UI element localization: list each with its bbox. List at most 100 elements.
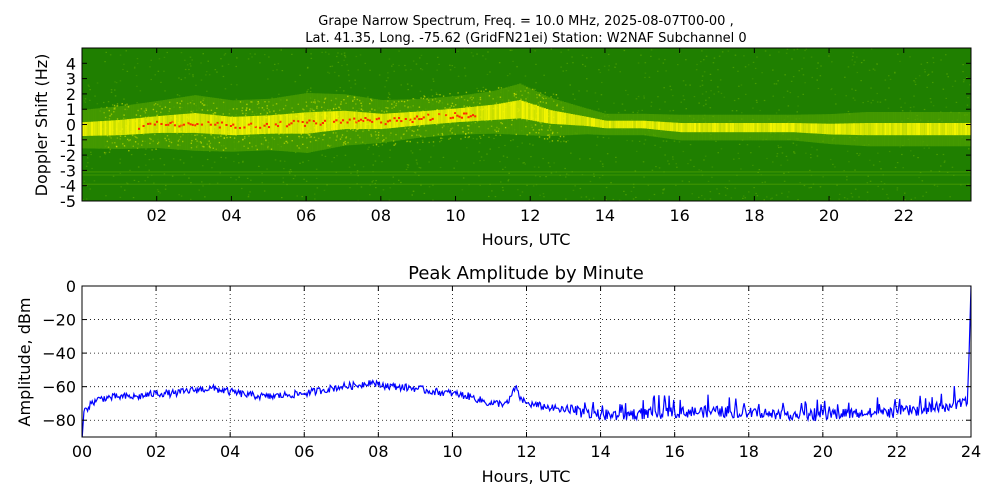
- spectrogram-frame: [81, 47, 972, 202]
- spectrogram-spread: [489, 91, 491, 93]
- spectrogram-peak: [409, 118, 412, 121]
- spectrogram-signal: [812, 123, 815, 134]
- spectrogram-spread: [152, 108, 155, 111]
- spectrogram-noise-cell: [954, 80, 957, 82]
- spectrogram-signal: [218, 115, 222, 135]
- spectrogram-peak: [342, 119, 345, 122]
- spectrogram-spread: [451, 127, 454, 129]
- spectrogram-signal: [850, 123, 854, 135]
- spectrogram-signal: [474, 106, 477, 121]
- spectrogram-spread: [306, 137, 308, 139]
- spectrogram-spread: [412, 105, 414, 107]
- spectrogram-spread: [393, 106, 395, 108]
- spectrogram-noise-cell: [110, 89, 113, 91]
- spectrogram-noise-cell: [85, 198, 88, 200]
- spectrogram-noise-cell: [119, 162, 121, 164]
- spectrogram-noise-cell: [633, 186, 635, 188]
- spectrogram-spread: [301, 136, 304, 138]
- spectrogram-noise-cell: [740, 84, 743, 86]
- spectrogram-noise-cell: [901, 110, 904, 112]
- spectrogram-spread: [154, 103, 157, 105]
- spectrogram-noise-cell: [246, 177, 249, 179]
- spectrogram-spread: [251, 145, 253, 148]
- spectrogram-spread: [376, 138, 378, 140]
- spectrogram-noise-cell: [802, 93, 804, 95]
- spectrogram-spread: [251, 111, 254, 113]
- spectrogram-noise-cell: [307, 160, 310, 162]
- spectrogram-signal: [135, 118, 139, 135]
- spectrogram-noise-cell: [718, 55, 721, 57]
- amplitude-x-tick-label: 22: [887, 442, 907, 461]
- spectrogram-spread: [219, 132, 221, 134]
- spectrogram-peak: [263, 124, 266, 127]
- spectrogram-noise-cell: [738, 157, 740, 160]
- spectrogram-spread: [108, 109, 110, 112]
- spectrogram-spread: [110, 137, 112, 139]
- spectrogram-spread: [537, 112, 540, 114]
- spectrogram-noise-cell: [872, 68, 875, 70]
- spectrogram-noise-cell: [377, 145, 380, 147]
- spectrogram-noise-cell: [179, 159, 182, 161]
- spectrogram-noise-cell: [550, 48, 553, 50]
- spectrogram-signal: [841, 123, 845, 135]
- spectrogram-signal: [259, 115, 262, 135]
- spectrogram-signal: [200, 113, 204, 134]
- spectrogram-spread: [335, 139, 337, 141]
- spectrogram-spread: [392, 140, 395, 142]
- spectrogram-spread: [391, 103, 393, 105]
- spectrogram-signal: [817, 123, 820, 134]
- spectrogram-noise-cell: [759, 109, 761, 112]
- spectrogram-noise-cell: [659, 146, 662, 148]
- spectrogram-noise-cell: [249, 191, 251, 193]
- spectrogram-noise-cell: [110, 91, 113, 93]
- spectrogram-peak: [420, 118, 423, 120]
- spectrogram-spread: [343, 99, 345, 101]
- spectrogram-noise-cell: [374, 160, 377, 162]
- spectrogram-noise-cell: [786, 48, 789, 50]
- spectrogram-spread: [302, 113, 304, 115]
- spectrogram-spread: [423, 95, 425, 97]
- spectrogram-noise-cell: [690, 159, 692, 161]
- spectrogram-spread: [237, 121, 240, 123]
- spectrogram-spread: [214, 112, 217, 114]
- spectrogram-signal: [911, 123, 914, 136]
- spectrogram-spread: [340, 101, 342, 103]
- spectrogram-spread: [242, 138, 244, 141]
- spectrogram-noise-cell: [389, 156, 391, 159]
- spectrogram-noise-cell: [919, 171, 922, 174]
- spectrogram-noise-cell: [323, 189, 326, 191]
- spectrogram-signal: [736, 123, 739, 133]
- amplitude-x-tick-label: 02: [146, 442, 166, 461]
- spectrogram-noise-cell: [324, 51, 327, 53]
- spectrogram-noise-cell: [321, 51, 323, 53]
- spectrogram-spread: [356, 119, 358, 121]
- spectrogram-noise-cell: [148, 159, 151, 161]
- spectrogram-spread: [534, 105, 536, 107]
- spectrogram-peak: [156, 120, 159, 123]
- spectrogram-spread: [216, 107, 218, 109]
- spectrogram-noise-cell: [829, 158, 832, 161]
- spectrogram-signal: [572, 114, 576, 126]
- spectrogram-spread: [356, 121, 358, 123]
- spectrogram-spread: [394, 125, 396, 127]
- spectrogram-noise-cell: [798, 70, 800, 72]
- spectrogram-signal: [355, 111, 358, 130]
- spectrogram-noise-cell: [178, 194, 180, 196]
- spectrogram-noise-cell: [407, 166, 409, 168]
- spectrogram-noise-cell: [705, 103, 707, 105]
- spectrogram-peak: [395, 119, 398, 122]
- spectrogram-signal: [382, 113, 385, 129]
- spectrogram-spread: [288, 116, 291, 118]
- spectrogram-spread: [418, 134, 420, 136]
- spectrogram-spread: [176, 132, 178, 135]
- spectrogram-noise-cell: [816, 67, 818, 69]
- spectrogram-noise-cell: [938, 170, 941, 172]
- spectrogram-noise-cell: [788, 191, 790, 193]
- spectrogram-signal: [655, 121, 659, 130]
- spectrogram-xlabel: Hours, UTC: [482, 230, 571, 249]
- spectrogram-noise-cell: [357, 69, 359, 71]
- spectrogram-noise-cell: [658, 167, 661, 169]
- spectrogram-signal: [256, 115, 260, 135]
- spectrogram-spread: [115, 145, 118, 148]
- spectrogram-noise-cell: [740, 168, 742, 170]
